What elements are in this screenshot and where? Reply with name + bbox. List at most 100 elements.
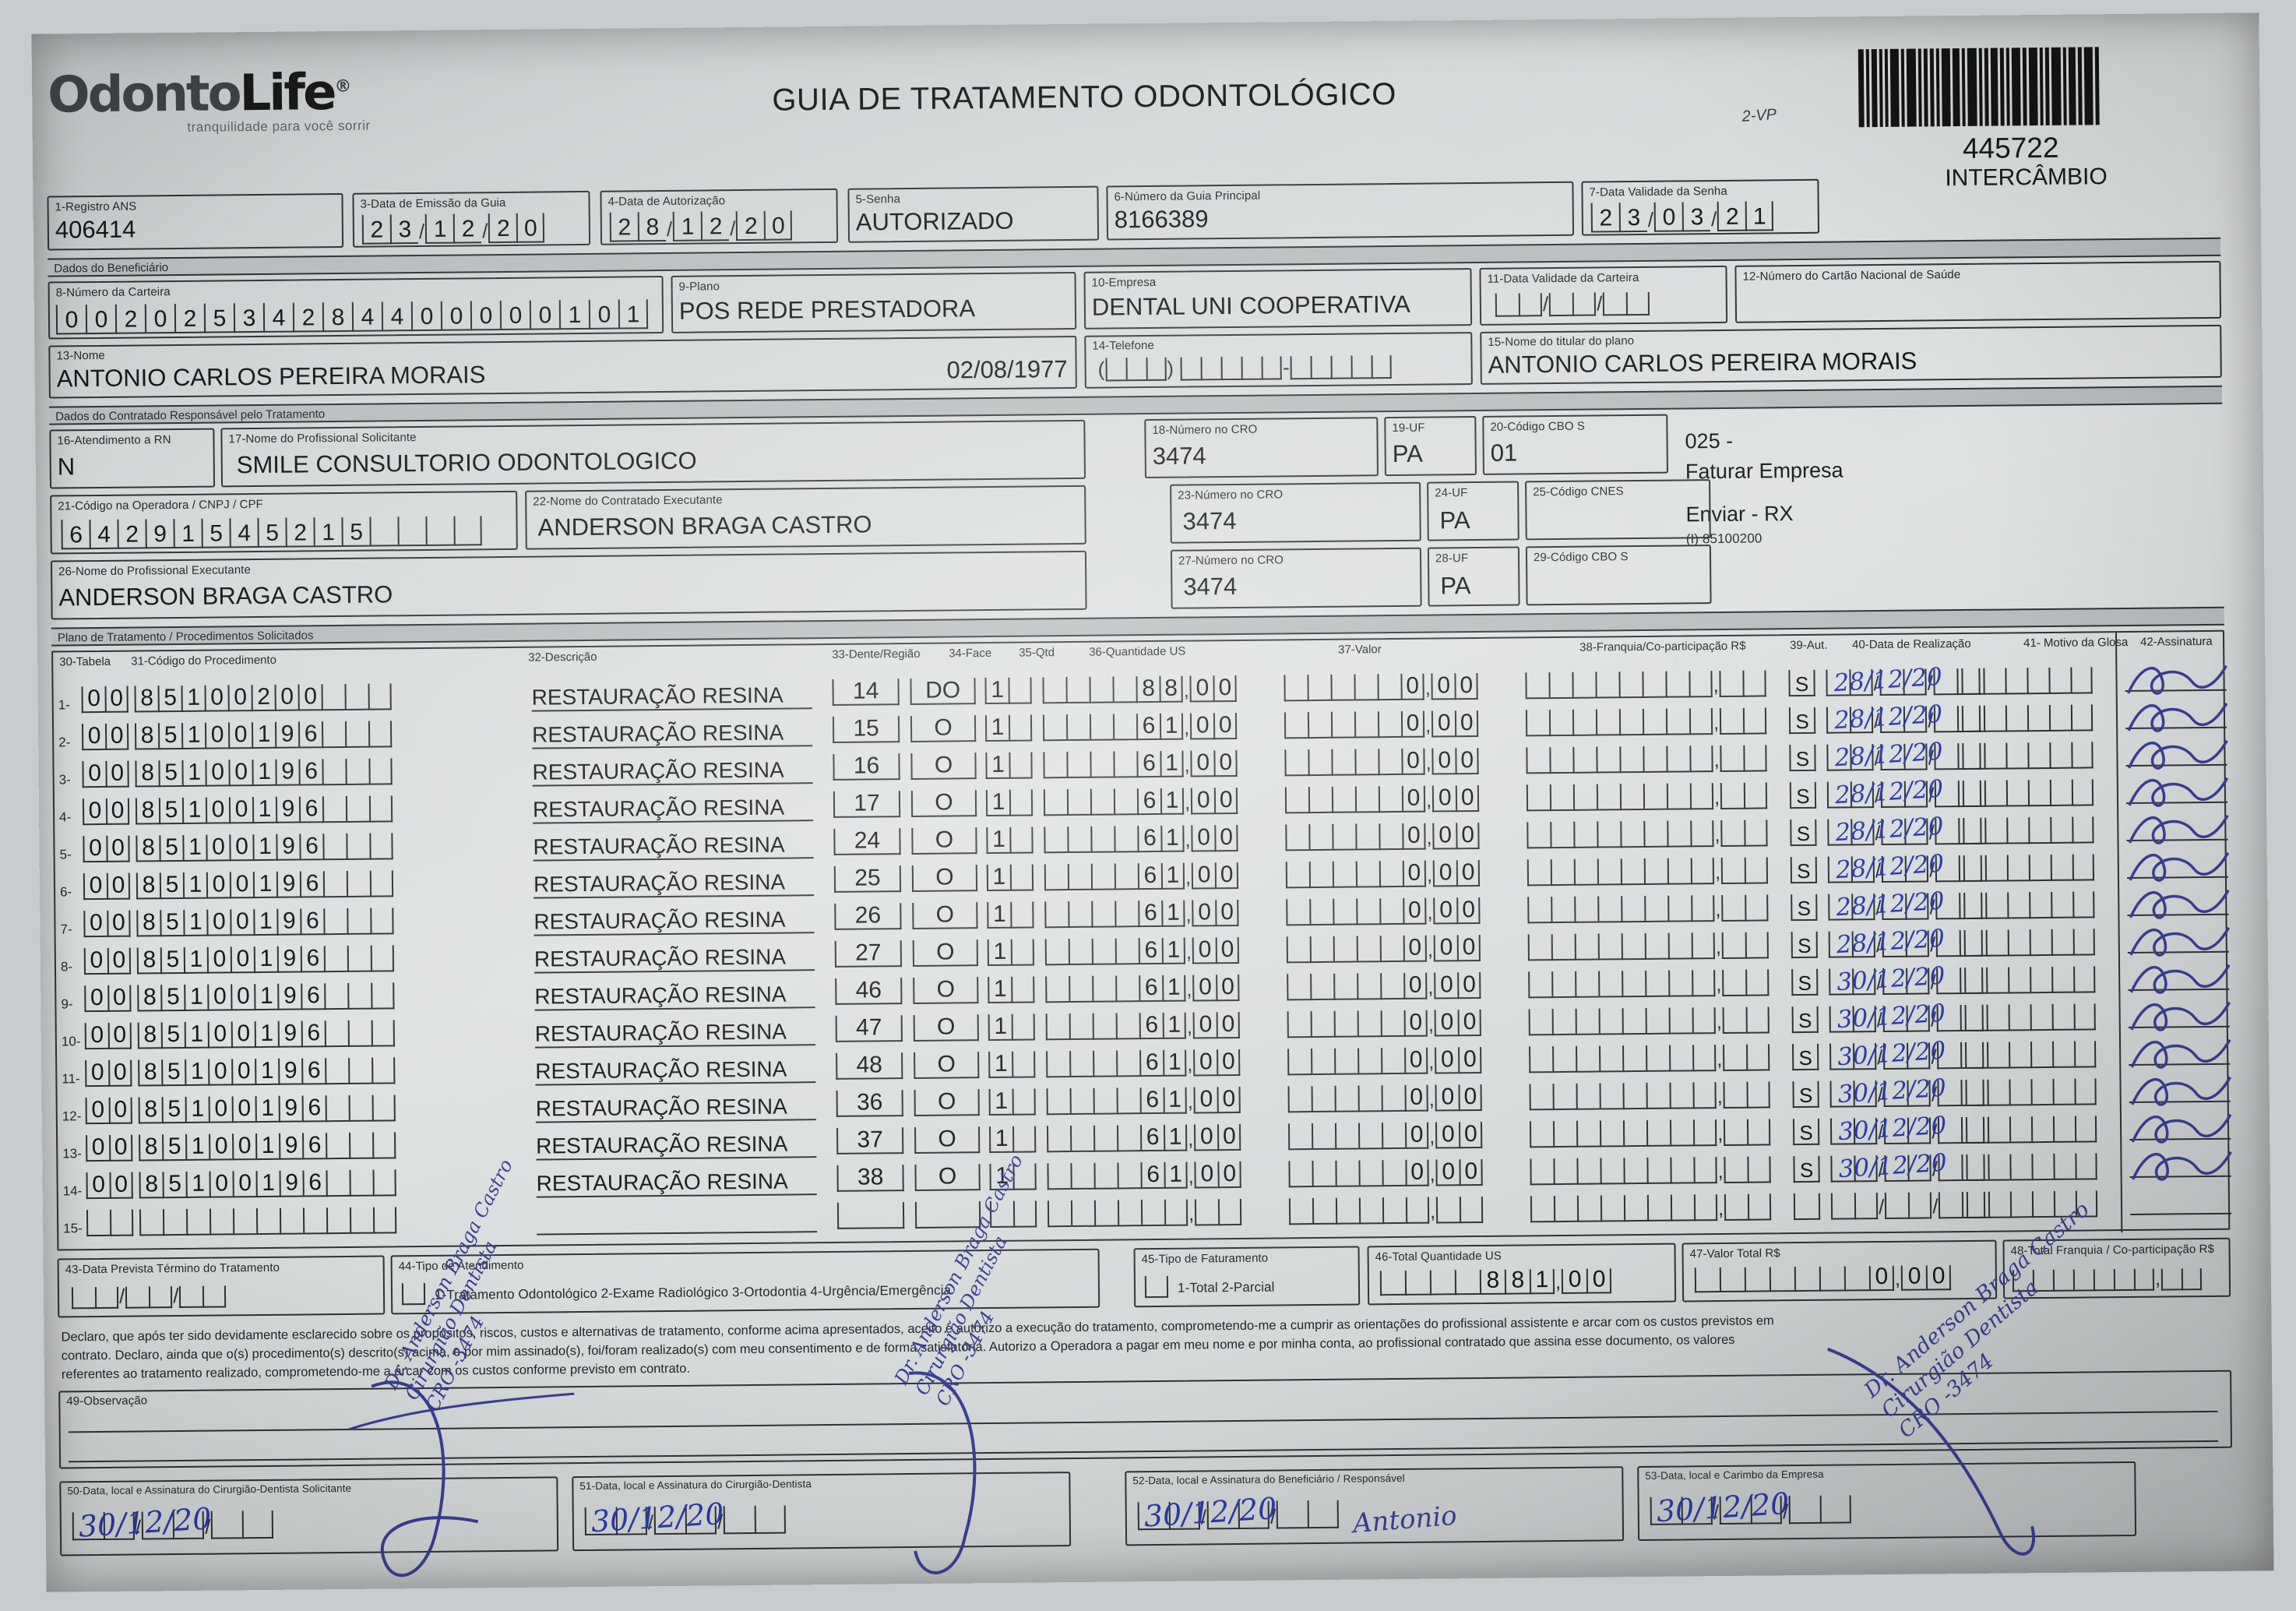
field-senha-label: 5-Senha xyxy=(855,192,901,206)
field-tipo-atendimento-options: 1-Tratamento Odontológico 2-Exame Radiol… xyxy=(434,1282,952,1303)
col-header-face: 34-Face xyxy=(949,646,992,661)
field-carimbo-empresa-label: 53-Data, local e Carimbo da Empresa xyxy=(1645,1468,1824,1482)
row-number: 3- xyxy=(58,772,71,788)
field-uf-executante[interactable]: 24-UF PA xyxy=(1427,481,1520,541)
field-codigo-cnes[interactable]: 25-Código CNES xyxy=(1525,479,1711,541)
row-signature xyxy=(2132,1151,2232,1181)
field-telefone[interactable]: 14-Telefone () - xyxy=(1084,332,1473,389)
field-empresa[interactable]: 10-Empresa DENTAL UNI COOPERATIVA xyxy=(1083,268,1473,330)
field-profissional-executante[interactable]: 26-Nome do Profissional Executante ANDER… xyxy=(50,550,1087,620)
col-header-aut: 39-Aut. xyxy=(1790,638,1828,653)
field-registro-ans[interactable]: 1-Registro ANS 406414 xyxy=(47,192,344,251)
barcode-caption: INTERCÂMBIO xyxy=(1945,164,2108,192)
row-number: 8- xyxy=(60,959,73,975)
field-tipo-faturamento-options: 1-Total 2-Parcial xyxy=(1177,1279,1275,1295)
field-data-termino[interactable]: 43-Data Prevista Término do Tratamento /… xyxy=(57,1255,386,1318)
col-header-motivo-glosa: 41- Motivo da Glosa xyxy=(2023,635,2129,650)
signature-scrawl-left xyxy=(348,1380,575,1578)
row-number: 11- xyxy=(62,1071,80,1087)
row-signature xyxy=(2131,1113,2232,1144)
field-contratado-executante[interactable]: 22-Nome do Contratado Executante ANDERSO… xyxy=(525,485,1086,550)
copy-mark: 2-VP xyxy=(1741,106,1777,125)
field-profissional-solicitante[interactable]: 17-Nome do Profissional Solicitante SMIL… xyxy=(220,419,1086,488)
field-assinatura-beneficiario[interactable]: 52-Data, local e Assinatura do Beneficiá… xyxy=(1125,1466,1625,1546)
field-nome-beneficiario[interactable]: 13-Nome ANTONIO CARLOS PEREIRA MORAIS 02… xyxy=(48,335,1077,399)
procedures-table: 30-Tabela 31-Código do Procedimento 32-D… xyxy=(51,629,2232,1251)
field-tipo-faturamento[interactable]: 45-Tipo de Faturamento 1-Total 2-Parcial xyxy=(1133,1246,1361,1308)
field-plano[interactable]: 9-Plano POS REDE PRESTADORA xyxy=(671,271,1077,333)
row-number: 15- xyxy=(63,1221,83,1236)
row-signature xyxy=(2129,889,2230,919)
row-signature xyxy=(2128,777,2229,807)
procedure-description: RESTAURAÇÃO RESINA xyxy=(534,982,815,1011)
row-signature xyxy=(2130,1001,2231,1031)
field-cro-executante-value: 3474 xyxy=(1182,506,1237,535)
row-signature xyxy=(2127,664,2227,695)
field-tipo-faturamento-checkbox[interactable] xyxy=(1144,1275,1169,1299)
field-atendimento-rn[interactable]: 16-Atendimento a RN N xyxy=(49,428,216,489)
field-registro-ans-label: 1-Registro ANS xyxy=(55,199,137,214)
field-cro-profissional-value: 3474 xyxy=(1183,572,1238,601)
col-header-valor: 37-Valor xyxy=(1338,643,1382,657)
field-assinatura-solicitante-label: 50-Data, local e Assinatura do Cirurgião… xyxy=(67,1482,352,1497)
field-validade-carteira[interactable]: 11-Data Validade da Carteira / / xyxy=(1479,265,1728,326)
row-signature xyxy=(2128,814,2229,844)
field-cbo-solicitante[interactable]: 20-Código CBO S 01 xyxy=(1482,414,1668,475)
field-guia-principal-label: 6-Número da Guia Principal xyxy=(1114,189,1261,204)
row-signature xyxy=(2129,964,2231,994)
field-data-termino-label: 43-Data Prevista Término do Tratamento xyxy=(65,1260,280,1277)
field-uf-executante-value: PA xyxy=(1439,506,1470,534)
procedure-description: RESTAURAÇÃO RESINA xyxy=(535,1056,816,1086)
row-signature xyxy=(2127,702,2228,732)
field-validade-senha-label: 7-Data Validade da Senha xyxy=(1589,184,1727,199)
signature-scrawl-right xyxy=(1827,1347,2035,1556)
brand-name-light: Life xyxy=(239,64,335,123)
paper-sheet: OdontoLife® tranquilidade para você sorr… xyxy=(31,12,2274,1592)
field-contratado-executante-label: 22-Nome do Contratado Executante xyxy=(533,493,723,509)
field-plano-label: 9-Plano xyxy=(678,280,720,294)
field-nome-beneficiario-value: ANTONIO CARLOS PEREIRA MORAIS xyxy=(56,361,486,393)
field-codigo-cnes-label: 25-Código CNES xyxy=(1533,485,1624,499)
col-header-descricao: 32-Descrição xyxy=(528,650,597,664)
procedure-description: RESTAURAÇÃO RESINA xyxy=(536,1169,817,1198)
field-tipo-faturamento-label: 45-Tipo de Faturamento xyxy=(1141,1251,1269,1267)
col-header-tabela: 30-Tabela xyxy=(59,654,111,669)
procedure-description: RESTAURAÇÃO RESINA xyxy=(533,832,814,862)
field-titular-plano-value: ANTONIO CARLOS PEREIRA MORAIS xyxy=(1488,347,1917,379)
field-guia-principal[interactable]: 6-Número da Guia Principal 8166389 xyxy=(1106,181,1575,241)
field-titular-plano[interactable]: 15-Nome do titular do plano ANTONIO CARL… xyxy=(1480,324,2222,385)
field-telefone-digits: () - xyxy=(1097,354,1392,382)
field-profissional-solicitante-value: SMILE CONSULTORIO ODONTOLOGICO xyxy=(236,446,697,479)
field-cro-executante[interactable]: 23-Número no CRO 3474 xyxy=(1170,481,1421,544)
row-number: 5- xyxy=(59,847,72,862)
field-uf-profissional[interactable]: 28-UF PA xyxy=(1427,546,1520,607)
field-valor-total-label: 47-Valor Total R$ xyxy=(1689,1246,1780,1261)
field-cro-solicitante-value: 3474 xyxy=(1152,442,1206,470)
procedure-description: RESTAURAÇÃO RESINA xyxy=(531,682,812,712)
field-uf-solicitante-label: 19-UF xyxy=(1392,421,1425,435)
procedure-description: RESTAURAÇÃO RESINA xyxy=(536,1131,817,1161)
field-uf-solicitante[interactable]: 19-UF PA xyxy=(1384,415,1477,477)
field-cbo-profissional[interactable]: 29-Código CBO S xyxy=(1525,545,1712,606)
field-cartao-nacional-saude[interactable]: 12-Número do Cartão Nacional de Saúde xyxy=(1734,260,2222,323)
field-cro-solicitante[interactable]: 18-Número no CRO 3474 xyxy=(1144,417,1379,479)
field-atendimento-rn-label: 16-Atendimento a RN xyxy=(57,433,171,448)
field-data-autorizacao-label: 4-Data de Autorização xyxy=(607,194,726,209)
field-cro-profissional[interactable]: 27-Número no CRO 3474 xyxy=(1170,547,1422,609)
field-nome-beneficiario-birthdate: 02/08/1977 xyxy=(946,355,1068,384)
field-cbo-profissional-label: 29-Código CBO S xyxy=(1533,550,1629,565)
field-total-us-label: 46-Total Quantidade US xyxy=(1375,1249,1502,1264)
field-senha[interactable]: 5-Senha AUTORIZADO xyxy=(847,185,1100,243)
field-uf-solicitante-value: PA xyxy=(1392,439,1423,468)
